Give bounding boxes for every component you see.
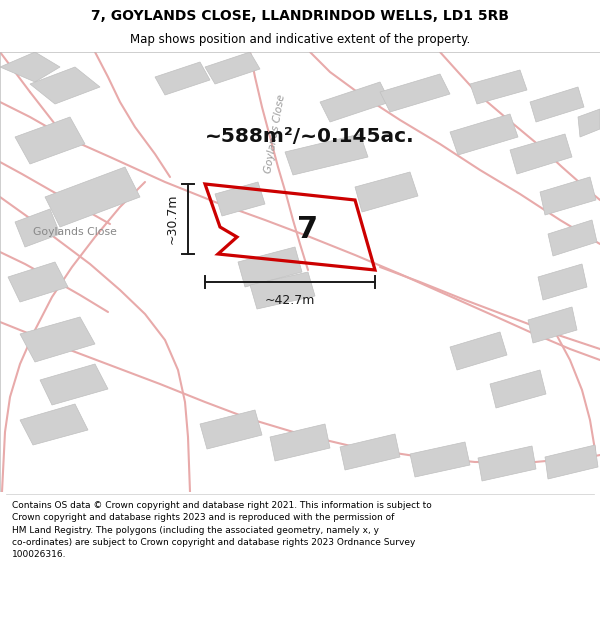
Polygon shape <box>510 134 572 174</box>
Polygon shape <box>478 446 536 481</box>
Polygon shape <box>548 220 597 256</box>
Polygon shape <box>155 62 210 95</box>
Polygon shape <box>450 332 507 370</box>
Polygon shape <box>20 404 88 445</box>
Polygon shape <box>470 70 527 104</box>
Polygon shape <box>270 424 330 461</box>
Polygon shape <box>545 445 598 479</box>
Polygon shape <box>200 410 262 449</box>
Text: 7, GOYLANDS CLOSE, LLANDRINDOD WELLS, LD1 5RB: 7, GOYLANDS CLOSE, LLANDRINDOD WELLS, LD… <box>91 9 509 22</box>
Polygon shape <box>15 209 60 247</box>
Polygon shape <box>538 264 587 300</box>
Polygon shape <box>320 82 390 122</box>
Polygon shape <box>40 364 108 405</box>
Polygon shape <box>8 262 68 302</box>
Polygon shape <box>205 52 260 84</box>
Polygon shape <box>285 134 368 175</box>
Text: 7: 7 <box>298 216 319 244</box>
Polygon shape <box>238 247 302 287</box>
Polygon shape <box>20 317 95 362</box>
Polygon shape <box>530 87 584 122</box>
Polygon shape <box>490 370 546 408</box>
Polygon shape <box>380 74 450 112</box>
Polygon shape <box>450 114 518 155</box>
Polygon shape <box>410 442 470 477</box>
Text: Contains OS data © Crown copyright and database right 2021. This information is : Contains OS data © Crown copyright and d… <box>12 501 432 559</box>
Polygon shape <box>340 434 400 470</box>
Text: Goylands Close: Goylands Close <box>263 94 287 174</box>
Polygon shape <box>15 117 85 164</box>
Polygon shape <box>250 272 315 309</box>
Polygon shape <box>0 52 60 82</box>
Polygon shape <box>355 172 418 212</box>
Text: ~588m²/~0.145ac.: ~588m²/~0.145ac. <box>205 127 415 146</box>
Polygon shape <box>540 177 596 215</box>
Polygon shape <box>578 109 600 137</box>
Text: ~42.7m: ~42.7m <box>265 294 315 306</box>
Text: ~30.7m: ~30.7m <box>166 194 179 244</box>
Polygon shape <box>215 182 265 216</box>
Text: Map shows position and indicative extent of the property.: Map shows position and indicative extent… <box>130 32 470 46</box>
Polygon shape <box>528 307 577 343</box>
Polygon shape <box>30 67 100 104</box>
Text: Goylands Close: Goylands Close <box>33 227 117 237</box>
Polygon shape <box>45 167 140 227</box>
